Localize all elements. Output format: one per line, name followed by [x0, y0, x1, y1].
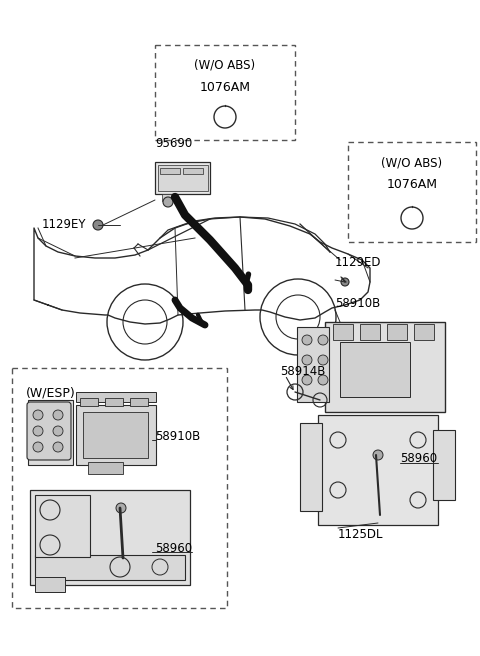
Circle shape	[373, 450, 383, 460]
Circle shape	[341, 278, 349, 286]
Bar	[318, 415, 438, 525]
Text: (W/O ABS): (W/O ABS)	[194, 59, 255, 72]
Bar	[28, 400, 73, 465]
Circle shape	[33, 410, 43, 420]
Text: 1129ED: 1129ED	[335, 256, 382, 270]
Bar	[35, 495, 90, 557]
Bar	[325, 322, 445, 412]
Text: 58960: 58960	[400, 451, 437, 464]
Circle shape	[33, 426, 43, 436]
Bar	[414, 324, 434, 340]
Bar	[35, 577, 65, 592]
Bar	[155, 162, 210, 194]
Bar	[162, 194, 174, 201]
Circle shape	[116, 503, 126, 513]
Bar	[300, 423, 322, 511]
Bar	[158, 165, 208, 191]
Circle shape	[163, 197, 173, 207]
Text: (W/O ABS): (W/O ABS)	[382, 156, 443, 169]
Bar	[387, 324, 407, 340]
Bar	[130, 398, 148, 406]
Bar	[340, 342, 410, 397]
Bar	[80, 398, 98, 406]
Circle shape	[93, 220, 103, 230]
Text: 1076AM: 1076AM	[200, 81, 251, 94]
Bar	[333, 324, 353, 340]
Bar	[76, 392, 156, 402]
Text: 58914B: 58914B	[280, 365, 325, 378]
Text: 1125DL: 1125DL	[338, 528, 384, 541]
Bar	[348, 142, 476, 242]
Bar	[105, 398, 123, 406]
Circle shape	[302, 335, 312, 345]
Bar	[12, 368, 227, 608]
Bar	[360, 324, 380, 340]
Circle shape	[318, 375, 328, 385]
Bar	[183, 168, 203, 174]
Text: 1129EY: 1129EY	[42, 218, 86, 232]
Bar	[30, 490, 190, 585]
Text: 1076AM: 1076AM	[386, 178, 437, 191]
Text: (W/ESP): (W/ESP)	[26, 386, 76, 399]
Circle shape	[53, 426, 63, 436]
Circle shape	[318, 355, 328, 365]
Bar	[160, 168, 180, 174]
Circle shape	[318, 335, 328, 345]
Text: 95690: 95690	[155, 137, 192, 150]
Bar	[35, 555, 185, 580]
Circle shape	[53, 442, 63, 452]
Circle shape	[302, 355, 312, 365]
Bar	[155, 45, 295, 140]
Text: 58910B: 58910B	[155, 430, 200, 443]
Bar	[83, 412, 148, 458]
Text: 58960: 58960	[155, 543, 192, 556]
Bar	[76, 405, 156, 465]
Bar	[88, 462, 123, 474]
FancyBboxPatch shape	[27, 402, 71, 460]
Circle shape	[33, 442, 43, 452]
Bar	[297, 327, 329, 402]
Circle shape	[302, 375, 312, 385]
Circle shape	[53, 410, 63, 420]
Text: 58910B: 58910B	[335, 297, 380, 310]
Bar	[433, 430, 455, 500]
